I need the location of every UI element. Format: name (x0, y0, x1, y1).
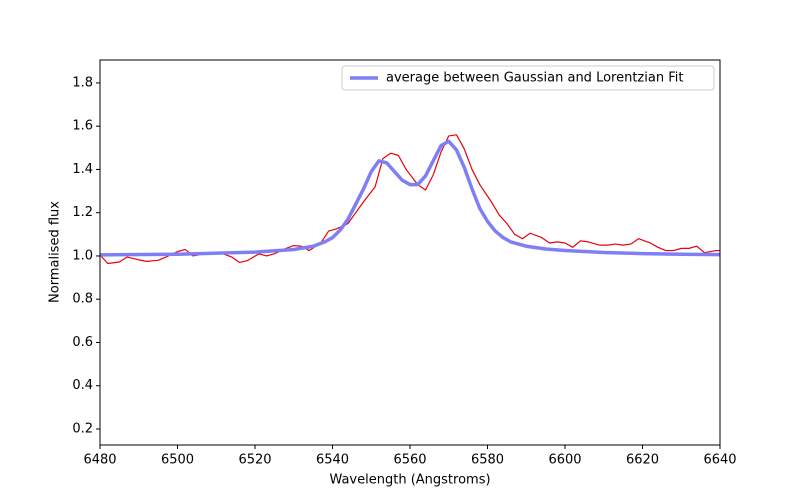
legend-box (341, 65, 715, 91)
axes-frame (99, 59, 721, 446)
x-axis-label: Wavelength (Angstroms) (329, 473, 490, 488)
x-tick-label: 6640 (703, 453, 736, 468)
x-tick-label: 6500 (161, 453, 194, 468)
legend-label: average between Gaussian and Lorentzian … (386, 71, 683, 86)
plot-area (100, 134, 720, 265)
y-tick-label: 1.0 (72, 248, 93, 263)
y-tick-label: 1.2 (72, 205, 93, 220)
x-tick-label: 6620 (626, 453, 659, 468)
y-tick-label: 1.4 (72, 162, 93, 177)
y-tick-label: 0.2 (72, 421, 93, 436)
y-axis-label: Normalised flux (48, 201, 63, 303)
x-tick-label: 6520 (238, 453, 271, 468)
x-tick-label: 6540 (316, 453, 349, 468)
y-tick-label: 0.8 (72, 292, 93, 307)
data-line (100, 139, 720, 257)
x-tick-label: 6560 (393, 453, 426, 468)
x-tick-label: 6480 (83, 453, 116, 468)
y-tick-label: 1.8 (72, 75, 93, 90)
y-tick-label: 0.4 (72, 378, 93, 393)
x-tick-label: 6580 (471, 453, 504, 468)
y-tick-label: 0.6 (72, 335, 93, 350)
y-tick-label: 1.6 (72, 119, 93, 134)
x-tick-label: 6600 (548, 453, 581, 468)
